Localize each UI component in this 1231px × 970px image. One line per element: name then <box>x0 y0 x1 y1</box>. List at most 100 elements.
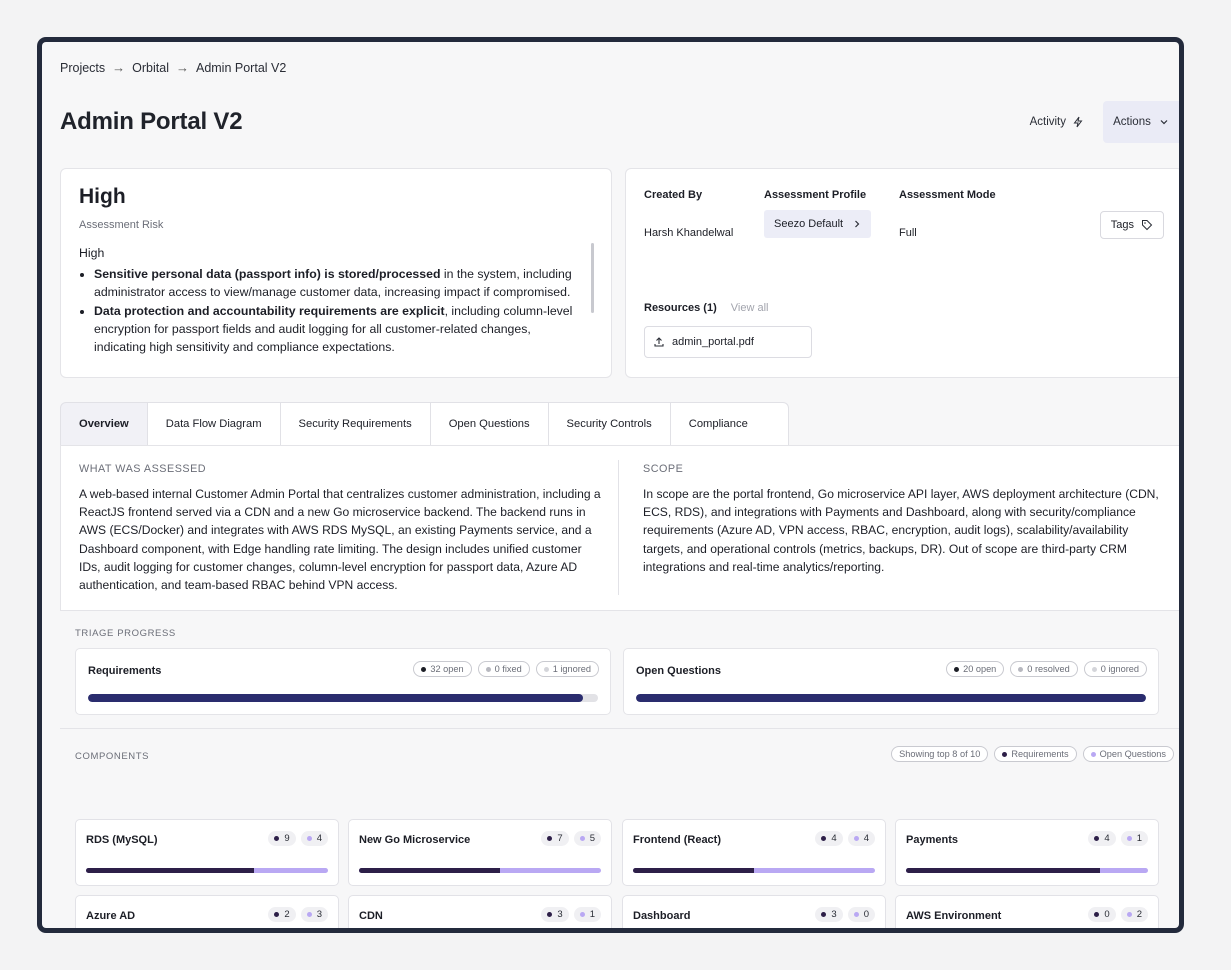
component-name: RDS (MySQL) <box>86 834 158 846</box>
questions-progress-track <box>636 694 1146 702</box>
open-questions-dot <box>306 912 312 917</box>
open-questions-dot <box>853 912 859 917</box>
tags-button[interactable]: Tags <box>1099 211 1164 239</box>
open-questions-dot <box>1090 751 1096 757</box>
assessed-heading: WHAT WAS ASSESSED <box>79 463 207 475</box>
open-questions-count: 3 <box>300 907 328 922</box>
breadcrumb-projects[interactable]: Projects <box>60 60 106 75</box>
ignored-dot <box>1091 666 1097 672</box>
actions-button[interactable]: Actions <box>1103 101 1179 143</box>
component-card[interactable]: Dashboard 3 0 <box>622 895 886 928</box>
requirements-count: 2 <box>268 907 296 922</box>
ignored-count: 1 ignored <box>552 664 591 674</box>
risk-card: High Assessment Risk High Sensitive pers… <box>60 168 612 378</box>
chevron-right-icon <box>855 220 860 228</box>
risk-level: High <box>79 246 105 260</box>
components-label: COMPONENTS <box>75 751 150 762</box>
triage-label: TRIAGE PROGRESS <box>75 628 176 639</box>
window-frame: Projects → Orbital → Admin Portal V2 Adm… <box>37 37 1184 933</box>
open-questions-count: 4 <box>847 831 875 846</box>
ignored-pill: 0 ignored <box>1083 661 1147 677</box>
legend-open-questions[interactable]: Open Questions <box>1082 746 1174 762</box>
requirements-dot <box>821 836 827 841</box>
tab-security-controls[interactable]: Security Controls <box>548 402 671 446</box>
component-card[interactable]: New Go Microservice 7 5 <box>348 819 612 886</box>
component-card[interactable]: Azure AD 2 3 <box>75 895 339 928</box>
component-card[interactable]: Payments 4 1 <box>895 819 1159 886</box>
activity-button[interactable]: Activity <box>1030 116 1084 128</box>
requirements-count-value: 3 <box>831 909 837 920</box>
component-name: Dashboard <box>633 910 691 922</box>
file-name: admin_portal.pdf <box>672 336 754 348</box>
resources-label: Resources (1) <box>644 302 717 314</box>
triage-requirements-card[interactable]: Requirements 32 open 0 fixed 1 ignored <box>75 648 611 715</box>
fixed-dot <box>485 666 491 672</box>
open-pill: 20 open <box>946 661 1005 677</box>
requirements-count: 4 <box>815 831 843 846</box>
tab-open-questions[interactable]: Open Questions <box>430 402 549 446</box>
tab-data-flow-diagram[interactable]: Data Flow Diagram <box>147 402 281 446</box>
legend-requirements[interactable]: Requirements <box>994 746 1077 762</box>
risk-bullet: Sensitive personal data (passport info) … <box>94 265 577 301</box>
tag-icon <box>1142 220 1153 231</box>
breadcrumb-current: Admin Portal V2 <box>195 60 287 75</box>
component-name: AWS Environment <box>906 910 1002 922</box>
ignored-dot <box>543 666 549 672</box>
divider <box>618 460 619 595</box>
component-name: Frontend (React) <box>633 834 721 846</box>
component-name: Payments <box>906 834 958 846</box>
open-questions-count-value: 3 <box>316 909 322 920</box>
tab-compliance[interactable]: Compliance <box>670 402 789 446</box>
open-questions-count: 2 <box>1120 907 1148 922</box>
open-count: 20 open <box>963 664 997 674</box>
component-name: New Go Microservice <box>359 834 471 846</box>
requirements-dot <box>1094 836 1100 841</box>
tab-security-requirements[interactable]: Security Requirements <box>280 402 431 446</box>
component-bar-requirements <box>86 868 254 873</box>
open-questions-count: 1 <box>1120 831 1148 846</box>
assessment-profile: Assessment Profile Seezo Default <box>764 189 872 238</box>
open-questions-count-value: 0 <box>863 909 869 920</box>
requirements-dot <box>274 912 280 917</box>
risk-scrollbar[interactable] <box>591 243 594 313</box>
open-questions-count: 4 <box>300 831 328 846</box>
assessed-text: A web-based internal Customer Admin Port… <box>79 487 601 593</box>
legend-questions-label: Open Questions <box>1099 749 1166 759</box>
component-bar-requirements <box>633 868 754 873</box>
triage-questions-card[interactable]: Open Questions 20 open 0 resolved 0 igno… <box>623 648 1159 715</box>
view-all-link[interactable]: View all <box>730 302 769 314</box>
risk-subtitle: Assessment Risk <box>79 219 164 231</box>
requirements-count-value: 4 <box>1104 833 1110 844</box>
open-pill: 32 open <box>413 661 472 677</box>
component-name: Azure AD <box>86 910 136 922</box>
lightning-icon <box>1073 116 1083 128</box>
tab-overview[interactable]: Overview <box>60 402 148 446</box>
component-card[interactable]: RDS (MySQL) 9 4 <box>75 819 339 886</box>
app-screen: Projects → Orbital → Admin Portal V2 Adm… <box>42 42 1179 928</box>
component-bar-requirements <box>359 868 501 873</box>
open-count: 32 open <box>430 664 464 674</box>
open-questions-count-value: 1 <box>1136 833 1142 844</box>
profile-button[interactable]: Seezo Default <box>764 210 872 238</box>
component-bar <box>86 868 328 873</box>
resources: Resources (1) View all <box>644 302 768 314</box>
breadcrumb: Projects → Orbital → Admin Portal V2 <box>60 60 286 75</box>
open-questions-dot <box>579 836 585 841</box>
resource-file[interactable]: admin_portal.pdf <box>644 326 812 358</box>
requirements-count-value: 7 <box>557 833 563 844</box>
component-card[interactable]: CDN 3 1 <box>348 895 612 928</box>
breadcrumb-orbital[interactable]: Orbital <box>132 60 169 75</box>
page-title: Admin Portal V2 <box>60 108 243 135</box>
ignored-count: 0 ignored <box>1100 664 1139 674</box>
components-section: COMPONENTS Showing top 8 of 10 Requireme… <box>60 730 1179 928</box>
arrow-right-icon: → <box>175 60 189 75</box>
component-card[interactable]: Frontend (React) 4 4 <box>622 819 886 886</box>
triage-requirements-name: Requirements <box>88 665 162 677</box>
component-card[interactable]: AWS Environment 0 2 <box>895 895 1159 928</box>
risk-title: High <box>79 185 126 208</box>
